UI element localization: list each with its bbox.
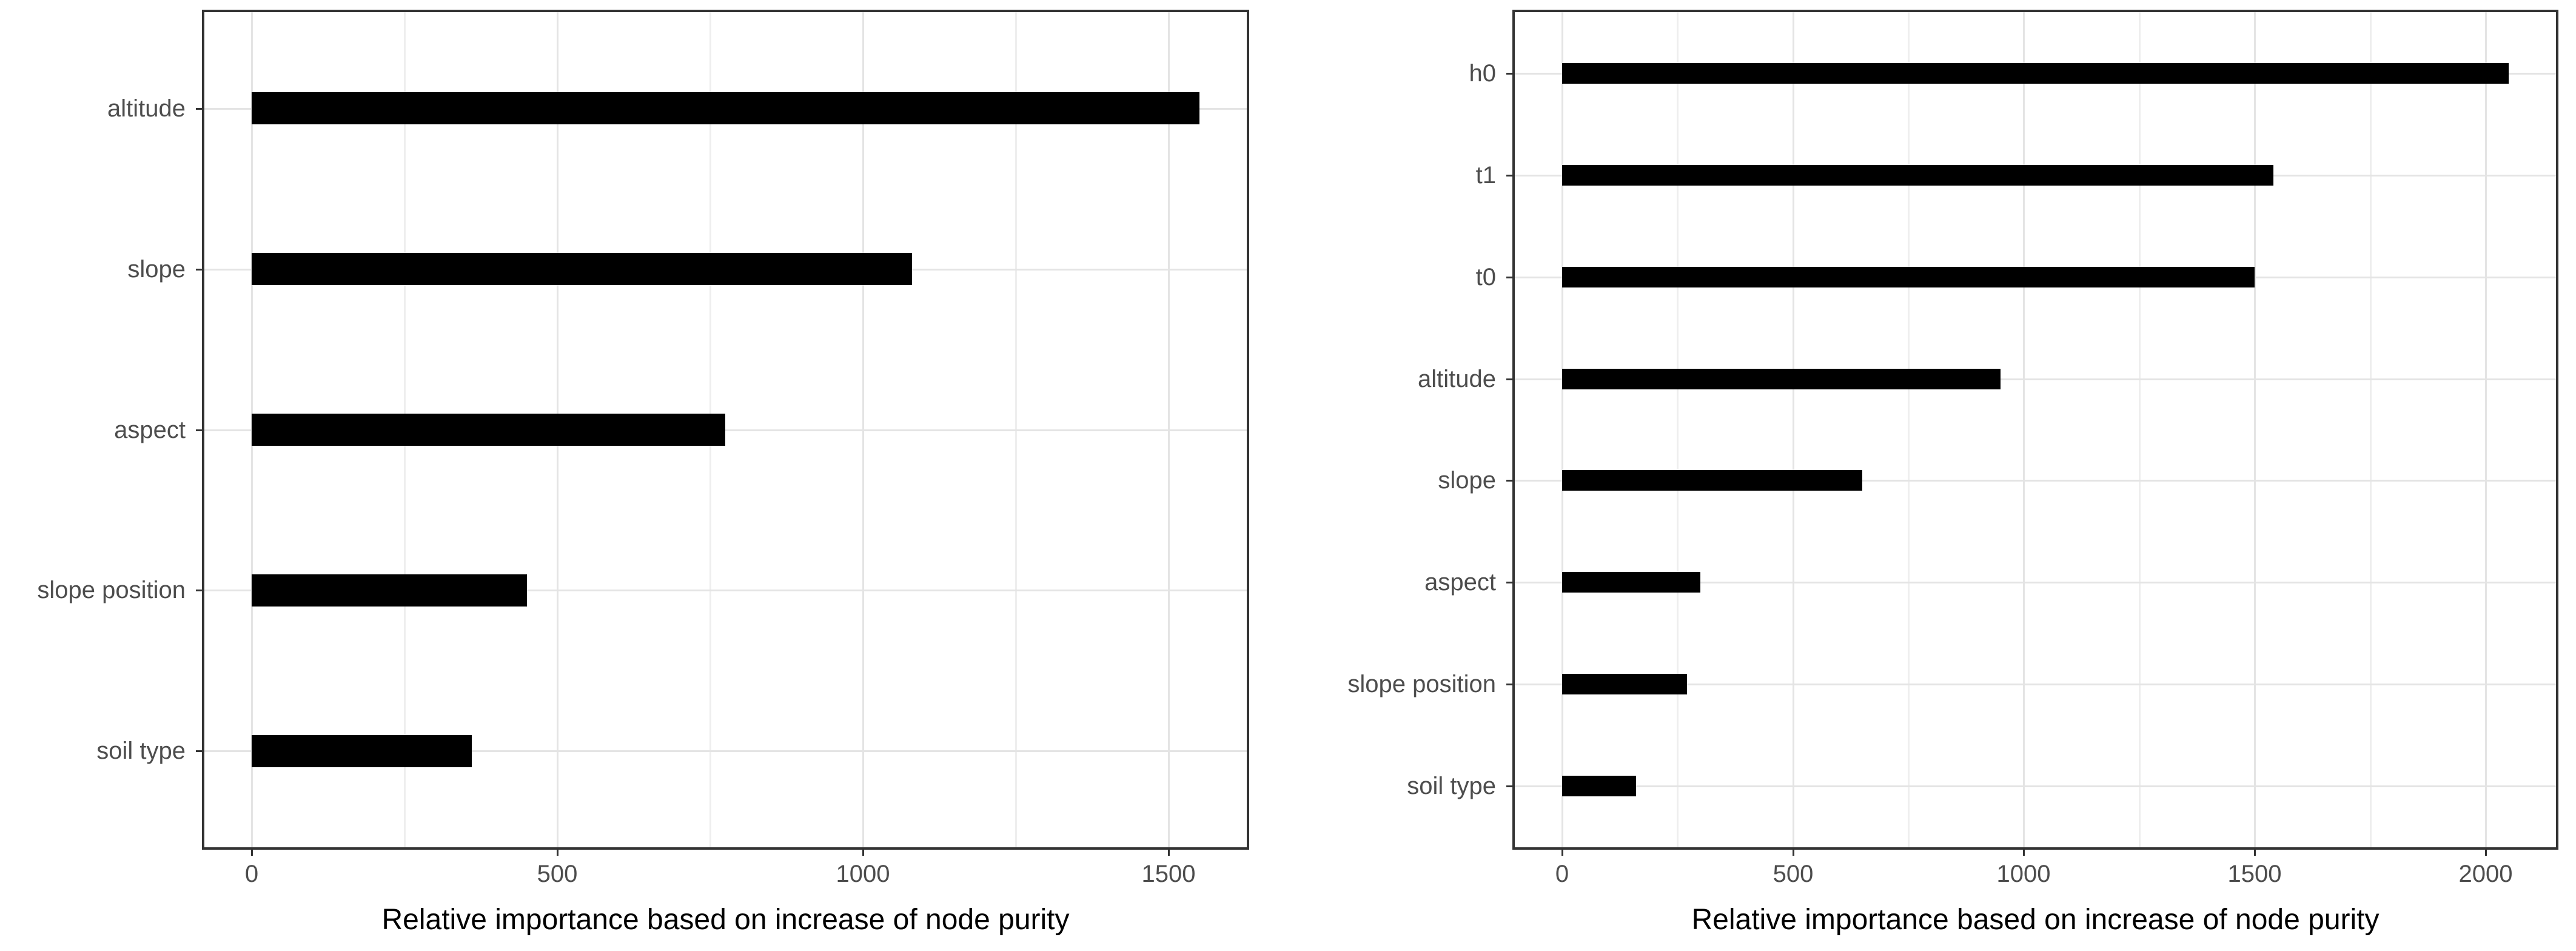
gridline-major-horizontal	[1515, 378, 2556, 380]
gridline-minor-vertical	[1677, 12, 1679, 847]
x-tick-mark	[1561, 850, 1563, 856]
bar-h0	[1562, 63, 2509, 84]
bar-aspect	[252, 414, 725, 446]
y-tick-mark	[1506, 175, 1512, 176]
x-tick-mark	[2254, 850, 2256, 856]
x-tick-mark	[1168, 850, 1170, 856]
category-label-soil-type: soil type	[96, 738, 186, 764]
bar-t0	[1562, 267, 2255, 287]
gridline-major-horizontal	[1515, 785, 2556, 787]
gridline-major-horizontal	[204, 750, 1247, 752]
category-label-t0: t0	[1475, 264, 1496, 291]
category-label-slope-position: slope position	[1347, 671, 1496, 697]
category-label-h0: h0	[1469, 60, 1497, 87]
category-label-aspect: aspect	[114, 417, 186, 443]
panel-border	[1512, 10, 2558, 850]
gridline-minor-vertical	[1908, 12, 1910, 847]
gridline-major-vertical	[1561, 12, 1563, 847]
gridline-major-horizontal	[204, 590, 1247, 591]
gridline-minor-vertical	[2139, 12, 2141, 847]
x-tick-label-1500: 1500	[2227, 861, 2282, 887]
bar-altitude	[1562, 369, 2001, 389]
bar-slope-position	[1562, 674, 1687, 694]
y-tick-mark	[1506, 378, 1512, 380]
y-tick-mark	[1506, 73, 1512, 75]
bar-aspect	[1562, 572, 1700, 593]
x-tick-label-0: 0	[244, 861, 259, 887]
gridline-major-horizontal	[1515, 582, 2556, 583]
x-tick-label-1000: 1000	[1996, 861, 2051, 887]
category-label-altitude: altitude	[107, 95, 186, 122]
category-label-soil-type: soil type	[1407, 773, 1496, 799]
y-tick-mark	[1506, 785, 1512, 787]
x-tick-label-500: 500	[537, 861, 578, 887]
y-tick-mark	[1506, 480, 1512, 482]
bar-slope	[1562, 470, 1862, 491]
x-axis-title: Relative importance based on increase of…	[1691, 904, 2380, 936]
category-label-aspect: aspect	[1424, 569, 1496, 596]
gridline-major-vertical	[1793, 12, 1794, 847]
gridline-major-vertical	[2485, 12, 2487, 847]
gridline-major-vertical	[2023, 12, 2025, 847]
y-tick-mark	[196, 590, 202, 591]
y-tick-mark	[1506, 684, 1512, 685]
y-tick-mark	[196, 269, 202, 271]
x-tick-mark	[1793, 850, 1794, 856]
gridline-major-vertical	[2254, 12, 2256, 847]
category-label-slope: slope	[127, 256, 186, 283]
y-tick-mark	[196, 108, 202, 110]
gridline-minor-vertical	[2370, 12, 2372, 847]
x-tick-label-500: 500	[1773, 861, 1814, 887]
bar-t1	[1562, 165, 2273, 186]
y-tick-mark	[196, 750, 202, 752]
gridline-major-horizontal	[1515, 684, 2556, 685]
category-label-t1: t1	[1475, 162, 1496, 189]
x-tick-label-0: 0	[1555, 861, 1569, 887]
bar-slope-position	[252, 574, 527, 607]
x-tick-mark	[557, 850, 558, 856]
category-label-slope-position: slope position	[37, 577, 186, 603]
gridline-major-horizontal	[1515, 480, 2556, 482]
y-tick-mark	[1506, 582, 1512, 583]
y-tick-mark	[196, 429, 202, 431]
bar-soil-type	[1562, 776, 1636, 796]
bar-soil-type	[252, 735, 472, 767]
bar-altitude	[252, 92, 1199, 124]
x-tick-mark	[2485, 850, 2487, 856]
x-tick-label-1500: 1500	[1141, 861, 1196, 887]
category-label-slope: slope	[1438, 467, 1496, 494]
x-tick-mark	[251, 850, 253, 856]
x-axis-title: Relative importance based on increase of…	[381, 904, 1070, 936]
bar-slope	[252, 253, 912, 285]
x-tick-mark	[862, 850, 864, 856]
y-tick-mark	[1506, 277, 1512, 278]
x-tick-mark	[2023, 850, 2025, 856]
x-tick-label-1000: 1000	[836, 861, 890, 887]
gridline-major-horizontal	[204, 429, 1247, 431]
x-tick-label-2000: 2000	[2458, 861, 2513, 887]
category-label-altitude: altitude	[1418, 366, 1496, 392]
